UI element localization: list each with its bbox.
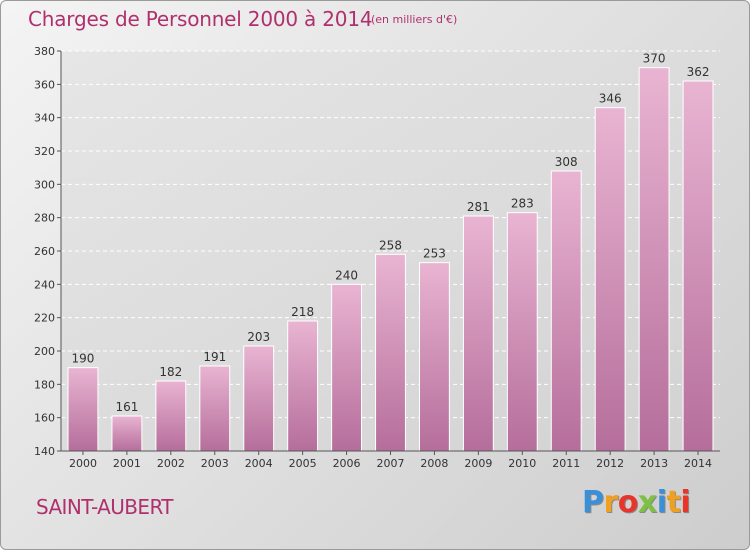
x-tick-label: 2002 bbox=[157, 457, 185, 470]
label-layer: 190 161 182 191 203 218 240 258 253 281 283 308 346 3… bbox=[72, 52, 710, 414]
x-tick-label: 2001 bbox=[113, 457, 141, 470]
bar-2010 bbox=[506, 212, 538, 452]
data-label: 191 bbox=[203, 350, 226, 364]
x-tick-label: 2005 bbox=[289, 457, 317, 470]
logo-letter: r bbox=[603, 485, 619, 520]
bar-2003 bbox=[199, 365, 231, 452]
data-label: 346 bbox=[599, 92, 622, 106]
x-tick-label: 2009 bbox=[464, 457, 492, 470]
chart-title: Charges de Personnel 2000 à 2014 bbox=[28, 7, 373, 31]
logo-letter: o bbox=[617, 485, 639, 520]
x-tick-label: 2004 bbox=[245, 457, 273, 470]
data-label: 203 bbox=[247, 330, 270, 344]
bar-2012 bbox=[594, 107, 626, 452]
x-tick-label: 2010 bbox=[508, 457, 536, 470]
x-tick-label: 2006 bbox=[333, 457, 361, 470]
data-label: 161 bbox=[115, 400, 138, 414]
data-label: 362 bbox=[687, 65, 710, 79]
data-label: 190 bbox=[72, 352, 95, 366]
logo-letter: P bbox=[582, 485, 604, 520]
logo-letter: t bbox=[666, 485, 681, 520]
y-tick-label: 220 bbox=[34, 312, 55, 325]
bar-2002 bbox=[155, 380, 187, 452]
bar-2011 bbox=[550, 170, 582, 452]
bar-2004 bbox=[243, 345, 275, 452]
proxiti-logo: Proxiti bbox=[582, 485, 691, 520]
y-tick-label: 260 bbox=[34, 245, 55, 258]
bar-2001 bbox=[111, 415, 143, 452]
x-tick-label: 2000 bbox=[69, 457, 97, 470]
x-tick-label: 2012 bbox=[596, 457, 624, 470]
x-tick-label: 2008 bbox=[420, 457, 448, 470]
logo-letter: i bbox=[680, 485, 691, 520]
x-tick-label: 2014 bbox=[684, 457, 712, 470]
x-tick-label: 2007 bbox=[377, 457, 405, 470]
place-name: SAINT-AUBERT bbox=[36, 495, 174, 519]
data-label: 240 bbox=[335, 268, 358, 282]
bar-layer bbox=[67, 67, 714, 452]
y-tick-label: 300 bbox=[34, 178, 55, 191]
x-tick-label: 2011 bbox=[552, 457, 580, 470]
bar-2006 bbox=[331, 283, 363, 452]
y-tick-label: 360 bbox=[34, 78, 55, 91]
x-tick-label: 2003 bbox=[201, 457, 229, 470]
y-tick-label: 320 bbox=[34, 145, 55, 158]
y-tick-label: 140 bbox=[34, 445, 55, 458]
bar-2008 bbox=[418, 262, 450, 452]
axis-layer: 140 160 180 200 220 240 260 280 300 320 340 360 380 2… bbox=[34, 45, 720, 470]
data-label: 218 bbox=[291, 305, 314, 319]
data-label: 308 bbox=[555, 155, 578, 169]
logo-letter: x bbox=[637, 485, 657, 520]
data-label: 182 bbox=[159, 365, 182, 379]
y-tick-label: 180 bbox=[34, 378, 55, 391]
data-label: 258 bbox=[379, 238, 402, 252]
y-tick-label: 200 bbox=[34, 345, 55, 358]
logo-letter: i bbox=[656, 485, 667, 520]
y-tick-label: 340 bbox=[34, 112, 55, 125]
x-tick-label: 2013 bbox=[640, 457, 668, 470]
y-tick-label: 240 bbox=[34, 278, 55, 291]
bar-2005 bbox=[287, 320, 319, 452]
data-label: 253 bbox=[423, 247, 446, 261]
y-tick-label: 280 bbox=[34, 212, 55, 225]
bar-2014 bbox=[682, 80, 714, 452]
bar-2009 bbox=[462, 215, 494, 452]
chart-subtitle: (en milliers d'€) bbox=[371, 13, 458, 26]
y-tick-label: 160 bbox=[34, 412, 55, 425]
bar-2013 bbox=[638, 67, 670, 452]
data-label: 283 bbox=[511, 197, 534, 211]
data-label: 370 bbox=[643, 52, 666, 66]
data-label: 281 bbox=[467, 200, 490, 214]
bar-2007 bbox=[375, 253, 406, 452]
y-tick-label: 380 bbox=[34, 45, 55, 58]
bar-2000 bbox=[67, 367, 99, 452]
